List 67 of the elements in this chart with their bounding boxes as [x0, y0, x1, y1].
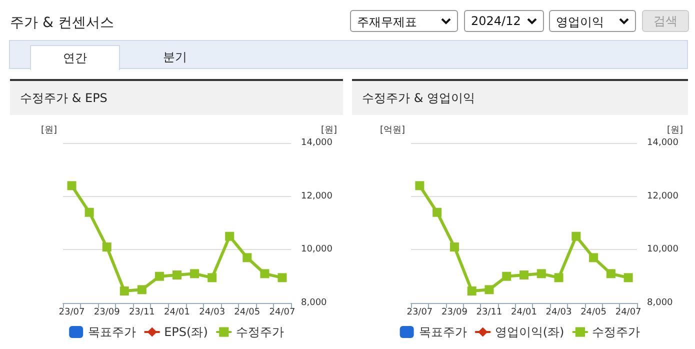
legend-label: 목표주가 — [418, 325, 467, 339]
y-axis-title: [억원] — [380, 126, 405, 136]
point — [225, 232, 234, 241]
point — [154, 272, 164, 281]
point — [606, 269, 616, 278]
text: 주재무제표 — [350, 10, 458, 32]
point — [589, 253, 598, 262]
y2-tick-label: 12,000 — [301, 191, 333, 202]
y2-tick-label: 10,000 — [647, 244, 679, 255]
x-tick-label: 23/11 — [128, 308, 155, 318]
point — [467, 286, 476, 296]
point — [67, 181, 76, 190]
x-tick-label: 24/07 — [615, 308, 642, 318]
point — [84, 208, 94, 217]
legend-label: 수정주가 — [592, 325, 640, 339]
chart-title: 수정주가 & 영업이익 — [352, 81, 688, 115]
point — [450, 242, 459, 252]
x-tick-label: 23/07 — [58, 308, 85, 318]
x-tick-label: 23/09 — [441, 308, 468, 318]
text: 검색 — [642, 10, 689, 32]
point — [624, 273, 633, 282]
point — [536, 269, 546, 278]
point — [102, 242, 112, 252]
y2-axis-title: [원] — [321, 126, 338, 136]
y2-tick-label: 12,000 — [647, 191, 679, 202]
point — [572, 232, 581, 241]
y2-tick-label: 8,000 — [301, 298, 328, 308]
y2-tick-label: 10,000 — [301, 244, 333, 255]
y2-tick-label: 14,000 — [647, 138, 679, 148]
legend-label: 목표주가 — [88, 325, 136, 339]
point — [520, 270, 528, 280]
legend-label: 수정주가 — [236, 325, 284, 339]
y2-tick-label: 14,000 — [301, 138, 333, 148]
point — [120, 286, 129, 296]
point — [554, 273, 564, 282]
x-tick-label: 24/05 — [234, 308, 260, 318]
text: 2024/12 — [464, 10, 544, 32]
point — [260, 269, 270, 278]
text: 영업이익 — [549, 10, 636, 32]
point — [172, 270, 182, 280]
point — [137, 285, 146, 294]
point — [242, 253, 252, 262]
point — [278, 273, 287, 282]
point — [208, 273, 217, 282]
y2-axis-title: [원] — [667, 126, 684, 136]
x-tick-label: 24/05 — [580, 308, 607, 318]
point — [484, 285, 494, 294]
y-axis-title: [원] — [40, 126, 57, 136]
text: 연간 — [30, 45, 120, 70]
text: 분기 — [162, 49, 188, 66]
x-tick-label: 23/11 — [476, 308, 502, 318]
x-tick-label: 24/03 — [199, 308, 226, 318]
text: 주가 & 컨센서스 — [10, 14, 114, 32]
x-tick-label: 24/07 — [269, 308, 296, 318]
point — [502, 272, 512, 281]
x-tick-label: 23/09 — [94, 308, 120, 318]
x-tick-label: 24/03 — [546, 308, 572, 318]
legend-label: EPS(좌) — [164, 325, 208, 339]
point — [432, 208, 442, 217]
point — [190, 269, 200, 278]
x-tick-label: 24/01 — [164, 308, 190, 318]
point — [415, 181, 424, 190]
legend-label: 영업이익(좌) — [494, 325, 564, 339]
y2-tick-label: 8,000 — [647, 298, 674, 308]
x-tick-label: 23/07 — [406, 308, 433, 318]
chart-title: 수정주가 & EPS — [10, 81, 343, 115]
x-tick-label: 24/01 — [511, 308, 537, 318]
